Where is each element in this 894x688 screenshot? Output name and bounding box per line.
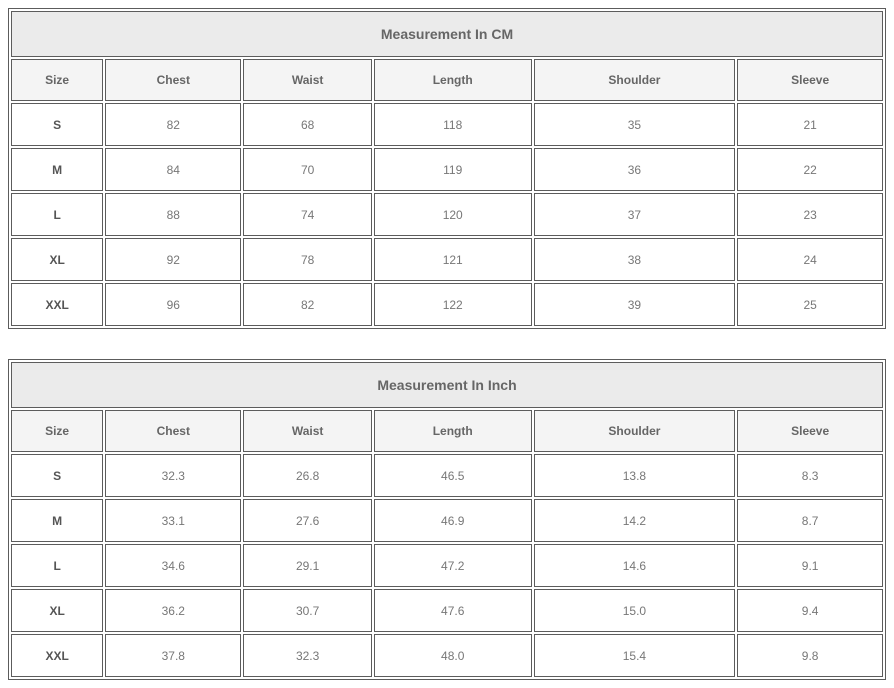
value-cell: 29.1 [243, 544, 372, 587]
value-cell: 74 [243, 193, 372, 236]
column-header-shoulder: Shoulder [533, 59, 736, 101]
value-cell: 32.3 [105, 454, 242, 497]
column-header-chest: Chest [105, 59, 242, 101]
value-cell: 25 [737, 283, 883, 326]
size-cell: M [11, 499, 104, 542]
value-cell: 35 [533, 103, 736, 146]
value-cell: 15.0 [533, 589, 736, 632]
value-cell: 88 [105, 193, 242, 236]
value-cell: 8.7 [737, 499, 883, 542]
value-cell: 21 [737, 103, 883, 146]
column-header-sleeve: Sleeve [737, 410, 883, 452]
value-cell: 14.6 [533, 544, 736, 587]
value-cell: 70 [243, 148, 372, 191]
table-title-row: Measurement In CM [11, 11, 883, 57]
value-cell: 119 [373, 148, 532, 191]
value-cell: 36 [533, 148, 736, 191]
table-row: L 34.6 29.1 47.2 14.6 9.1 [11, 544, 883, 587]
column-header-size: Size [11, 59, 104, 101]
value-cell: 9.8 [737, 634, 883, 677]
value-cell: 47.2 [373, 544, 532, 587]
table-row: XL 36.2 30.7 47.6 15.0 9.4 [11, 589, 883, 632]
value-cell: 22 [737, 148, 883, 191]
value-cell: 37 [533, 193, 736, 236]
table-row: XXL 96 82 122 39 25 [11, 283, 883, 326]
column-header-chest: Chest [105, 410, 242, 452]
column-header-waist: Waist [243, 410, 372, 452]
value-cell: 118 [373, 103, 532, 146]
value-cell: 9.4 [737, 589, 883, 632]
column-header-length: Length [373, 59, 532, 101]
column-header-length: Length [373, 410, 532, 452]
value-cell: 30.7 [243, 589, 372, 632]
size-cell: S [11, 103, 104, 146]
table-title: Measurement In Inch [11, 362, 883, 408]
value-cell: 14.2 [533, 499, 736, 542]
table-row: L 88 74 120 37 23 [11, 193, 883, 236]
column-header-size: Size [11, 410, 104, 452]
value-cell: 47.6 [373, 589, 532, 632]
value-cell: 96 [105, 283, 242, 326]
value-cell: 82 [105, 103, 242, 146]
value-cell: 121 [373, 238, 532, 281]
table-row: XXL 37.8 32.3 48.0 15.4 9.8 [11, 634, 883, 677]
value-cell: 46.5 [373, 454, 532, 497]
table-title: Measurement In CM [11, 11, 883, 57]
value-cell: 9.1 [737, 544, 883, 587]
column-header-waist: Waist [243, 59, 372, 101]
value-cell: 27.6 [243, 499, 372, 542]
size-cell: XXL [11, 634, 104, 677]
value-cell: 24 [737, 238, 883, 281]
column-header-row: Size Chest Waist Length Shoulder Sleeve [11, 59, 883, 101]
value-cell: 39 [533, 283, 736, 326]
value-cell: 122 [373, 283, 532, 326]
column-header-row: Size Chest Waist Length Shoulder Sleeve [11, 410, 883, 452]
value-cell: 8.3 [737, 454, 883, 497]
value-cell: 38 [533, 238, 736, 281]
value-cell: 37.8 [105, 634, 242, 677]
value-cell: 78 [243, 238, 372, 281]
value-cell: 68 [243, 103, 372, 146]
table-title-row: Measurement In Inch [11, 362, 883, 408]
table-row: M 33.1 27.6 46.9 14.2 8.7 [11, 499, 883, 542]
size-cell: XXL [11, 283, 104, 326]
size-cell: M [11, 148, 104, 191]
column-header-shoulder: Shoulder [533, 410, 736, 452]
value-cell: 84 [105, 148, 242, 191]
table-body: S 82 68 118 35 21 M 84 70 119 36 22 L 88 74 120 37 23 XL 92… [11, 103, 883, 326]
value-cell: 46.9 [373, 499, 532, 542]
value-cell: 32.3 [243, 634, 372, 677]
size-cell: L [11, 193, 104, 236]
size-cell: L [11, 544, 104, 587]
value-cell: 33.1 [105, 499, 242, 542]
value-cell: 92 [105, 238, 242, 281]
value-cell: 120 [373, 193, 532, 236]
size-cell: S [11, 454, 104, 497]
value-cell: 34.6 [105, 544, 242, 587]
value-cell: 26.8 [243, 454, 372, 497]
size-cell: XL [11, 238, 104, 281]
measurement-cm-table: Measurement In CM Size Chest Waist Length Sh… [8, 8, 886, 329]
value-cell: 82 [243, 283, 372, 326]
value-cell: 23 [737, 193, 883, 236]
table-row: M 84 70 119 36 22 [11, 148, 883, 191]
value-cell: 48.0 [373, 634, 532, 677]
measurement-inch-table: Measurement In Inch Size Chest Waist Length… [8, 359, 886, 680]
value-cell: 36.2 [105, 589, 242, 632]
column-header-sleeve: Sleeve [737, 59, 883, 101]
table-body: S 32.3 26.8 46.5 13.8 8.3 M 33.1 27.6 46.9 14.2 8.7… [11, 454, 883, 677]
table-row: S 82 68 118 35 21 [11, 103, 883, 146]
table-row: S 32.3 26.8 46.5 13.8 8.3 [11, 454, 883, 497]
table-row: XL 92 78 121 38 24 [11, 238, 883, 281]
size-cell: XL [11, 589, 104, 632]
value-cell: 13.8 [533, 454, 736, 497]
value-cell: 15.4 [533, 634, 736, 677]
